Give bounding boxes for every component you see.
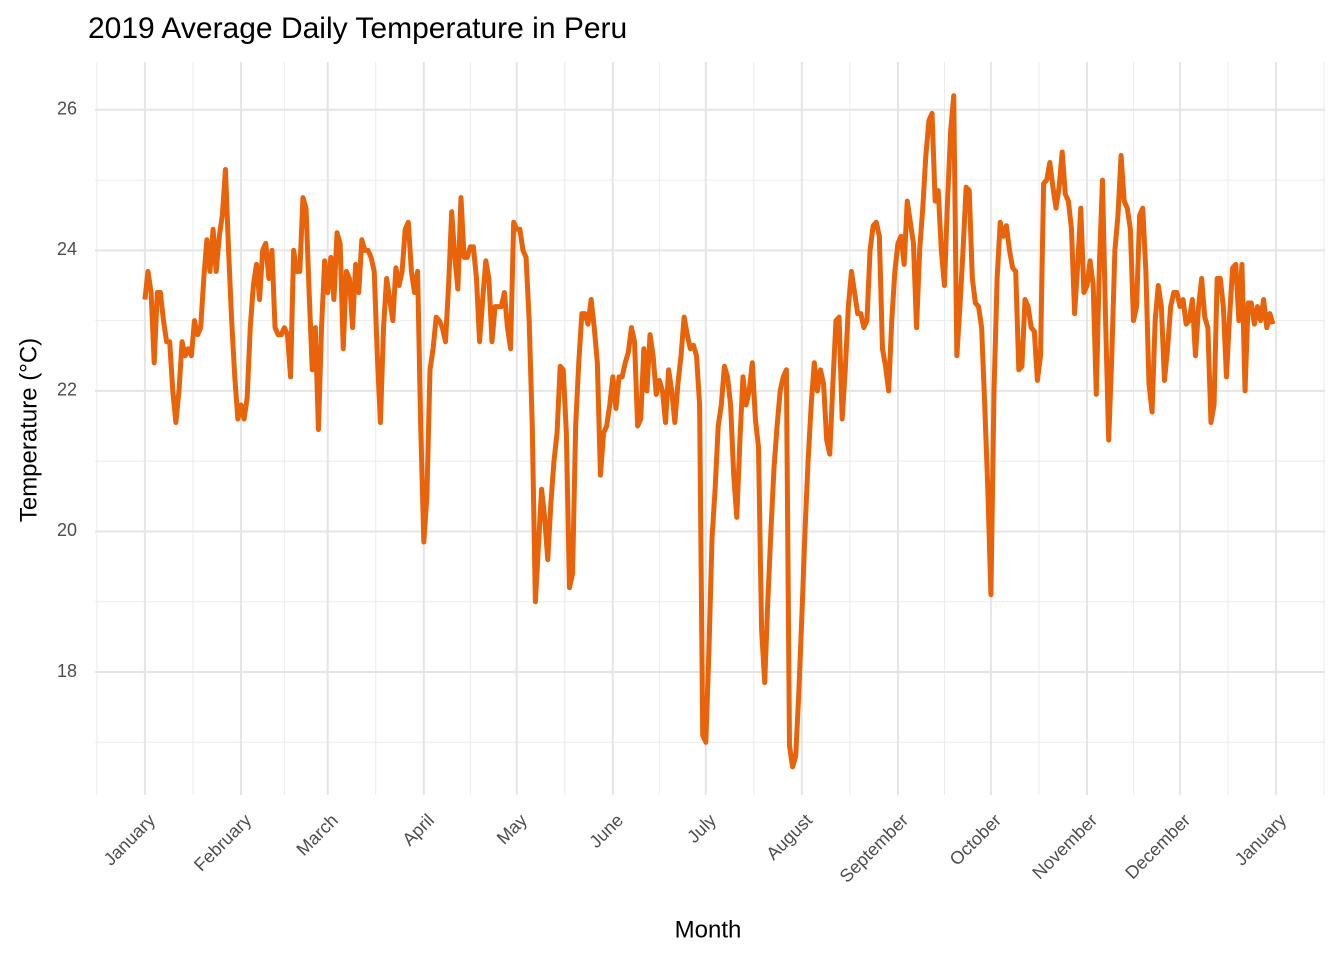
x-axis-label: Month: [675, 916, 742, 943]
chart-title: 2019 Average Daily Temperature in Peru: [88, 12, 627, 45]
y-tick-label: 24: [57, 239, 77, 259]
y-tick-label: 26: [57, 99, 77, 119]
y-tick-label: 22: [57, 380, 77, 400]
y-tick-label: 20: [57, 520, 77, 540]
y-tick-label: 18: [57, 661, 77, 681]
x-tick-label: January: [100, 810, 159, 869]
x-tick-label: October: [946, 810, 1005, 869]
x-tick-label: January: [1231, 810, 1290, 869]
temperature-line: [142, 93, 1276, 770]
x-tick-label: November: [1028, 810, 1101, 883]
x-tick-label: June: [585, 810, 627, 852]
x-tick-label: August: [762, 810, 816, 864]
x-tick-label: May: [493, 810, 531, 848]
x-tick-label: April: [398, 810, 438, 850]
x-tick-label: February: [190, 810, 255, 875]
x-tick-label: September: [836, 810, 912, 886]
x-tick-label: July: [683, 810, 720, 847]
y-axis-label: Temperature (°C): [15, 338, 42, 522]
x-tick-label: March: [292, 810, 342, 860]
x-tick-label: December: [1121, 810, 1194, 883]
